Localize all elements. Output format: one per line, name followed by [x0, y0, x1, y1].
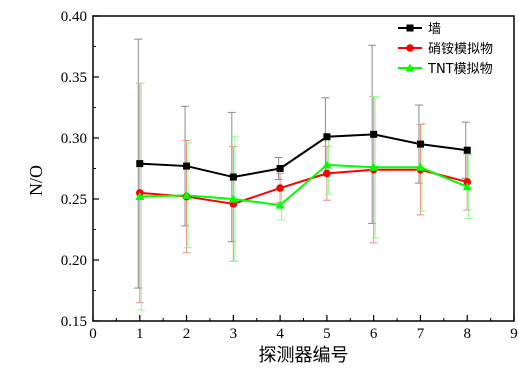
x-tick-label: 1 — [136, 326, 144, 342]
data-point — [415, 162, 425, 171]
x-tick-label: 0 — [89, 326, 97, 342]
x-tick-label: 6 — [370, 326, 378, 342]
series-markers — [135, 130, 472, 209]
series-lines — [139, 133, 468, 207]
y-tick-label: 0.15 — [61, 314, 87, 330]
data-point — [322, 160, 332, 169]
data-point — [463, 178, 472, 186]
data-point — [229, 173, 237, 181]
data-point — [370, 130, 378, 138]
data-point — [369, 162, 379, 171]
legend-label: 墙 — [428, 22, 441, 37]
x-tick-label: 8 — [463, 326, 471, 342]
data-point — [323, 133, 331, 141]
legend-marker — [406, 44, 414, 52]
y-tick-label: 0.35 — [61, 70, 87, 86]
axis-ticks — [92, 15, 515, 322]
y-tick-label: 0.40 — [61, 9, 87, 25]
x-tick-label: 3 — [230, 326, 238, 342]
data-point — [323, 169, 331, 178]
x-tick-label: 7 — [417, 326, 425, 342]
legend-label: TNT模拟物 — [427, 62, 493, 77]
x-tick-label: 4 — [276, 326, 284, 342]
data-point — [462, 182, 472, 191]
series-line — [139, 133, 468, 179]
data-point — [182, 190, 192, 199]
legend-marker — [406, 24, 414, 32]
series-line — [139, 163, 468, 207]
data-point — [276, 184, 284, 192]
y-tick-label: 0.25 — [61, 192, 87, 208]
data-point — [183, 162, 191, 170]
data-point — [275, 200, 285, 209]
tick-labels: 0 1 2 3 4 5 6 7 8 9 0.15 0.20 0.25 0.30 0.35 0.40 — [61, 9, 518, 342]
data-point — [135, 192, 145, 201]
data-point — [276, 165, 284, 172]
legend-label: 硝铵模拟物 — [428, 42, 493, 57]
x-axis-label: 探测器编号 — [259, 345, 349, 365]
y-tick-label: 0.20 — [61, 253, 87, 269]
x-tick-label: 5 — [323, 326, 331, 342]
y-tick-label: 0.30 — [61, 131, 87, 147]
data-point — [228, 194, 238, 203]
legend-marker — [405, 63, 415, 72]
y-axis-label: N/O — [26, 165, 46, 196]
error-bars — [134, 38, 473, 311]
series-line — [139, 168, 468, 205]
data-point — [463, 146, 471, 154]
data-point — [136, 160, 144, 168]
x-tick-label: 2 — [183, 326, 191, 342]
data-point — [416, 140, 424, 148]
x-tick-label: 9 — [510, 326, 518, 342]
